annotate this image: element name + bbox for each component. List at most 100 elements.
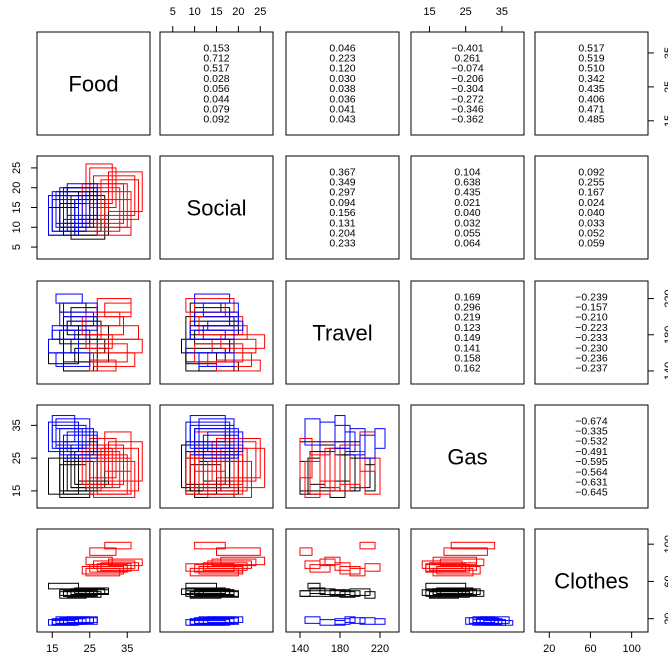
tick-label: 35 bbox=[496, 6, 508, 18]
observation-rect bbox=[81, 566, 124, 575]
observation-rect bbox=[189, 311, 239, 327]
tick-label: 15 bbox=[46, 643, 58, 655]
tick-label: 140 bbox=[291, 643, 309, 655]
correlation-value: −0.223 bbox=[575, 322, 608, 334]
observation-rect bbox=[207, 616, 244, 623]
y-axis-right-clothes: 20 60 100 bbox=[647, 535, 668, 625]
correlation-value: 0.435 bbox=[454, 187, 480, 199]
x-axis-bottom-food: 15 25 35 bbox=[46, 631, 133, 655]
correlation-value: 0.092 bbox=[203, 114, 229, 126]
observation-rect bbox=[198, 590, 239, 597]
correlation-value: −0.631 bbox=[575, 477, 608, 489]
tick-label: 5 bbox=[11, 244, 23, 250]
tick-label: 15 bbox=[11, 201, 23, 213]
observation-rect bbox=[364, 457, 381, 495]
observation-rect bbox=[63, 191, 98, 236]
observation-rect bbox=[319, 619, 336, 626]
observation-rect bbox=[349, 617, 366, 624]
observation-rect bbox=[194, 428, 231, 449]
correlation-value: −0.335 bbox=[575, 426, 608, 438]
tick-label: 35 bbox=[663, 47, 668, 59]
correlation-value: 0.255 bbox=[578, 177, 604, 189]
panel-frame bbox=[159, 155, 274, 260]
tick-label: 60 bbox=[663, 575, 668, 587]
observation-rect bbox=[185, 457, 235, 495]
tick-label: 10 bbox=[11, 221, 23, 233]
observation-rect bbox=[194, 447, 235, 498]
tick-label: 20 bbox=[663, 613, 668, 625]
observation-rect bbox=[81, 444, 124, 485]
correlation-value: 0.297 bbox=[329, 187, 355, 199]
panel-clothes-travel bbox=[285, 528, 400, 633]
correlation-value: 0.064 bbox=[454, 238, 480, 250]
panel-food-food: Food bbox=[36, 31, 151, 136]
observation-rect bbox=[194, 293, 231, 304]
tick-label: 180 bbox=[331, 643, 349, 655]
observation-rect bbox=[207, 320, 244, 331]
observation-rect bbox=[78, 589, 109, 595]
observation-rect bbox=[185, 582, 217, 590]
panel-frame bbox=[36, 31, 151, 136]
correlation-value: −0.157 bbox=[575, 302, 608, 314]
observation-rect bbox=[198, 566, 244, 575]
observation-rect bbox=[48, 582, 79, 590]
tick-label: 20 bbox=[543, 643, 555, 655]
observation-rect bbox=[100, 325, 139, 340]
panel-clothes-clothes: Clothes bbox=[534, 528, 649, 633]
observation-rect bbox=[472, 616, 496, 623]
axes: 15 25 35 5 10 15 20 25 140 180 220 15 25 35 20 60 100 15 2… bbox=[11, 6, 668, 655]
panel-frame bbox=[285, 528, 400, 633]
tick-label: 180 bbox=[663, 326, 668, 344]
panel-frame bbox=[410, 528, 525, 633]
correlation-value: 0.296 bbox=[454, 302, 480, 314]
observation-rect bbox=[66, 187, 102, 232]
correlation-value: 0.156 bbox=[329, 207, 355, 219]
observation-rect bbox=[55, 352, 91, 367]
observation-rect bbox=[85, 311, 121, 327]
correlation-value: 0.104 bbox=[454, 166, 480, 178]
correlation-value: 0.038 bbox=[329, 83, 355, 95]
tick-label: 35 bbox=[121, 643, 133, 655]
observation-rect bbox=[194, 329, 235, 345]
x-axis-top-gas: 15 25 35 bbox=[423, 6, 508, 33]
observation-rect bbox=[334, 589, 351, 595]
correlation-value: 0.120 bbox=[329, 63, 355, 75]
correlation-value: 0.233 bbox=[329, 238, 355, 250]
correlation-value: 0.040 bbox=[454, 207, 480, 219]
y-axis-right-travel: 140 180 220 bbox=[647, 289, 668, 380]
observation-rect bbox=[425, 582, 467, 590]
observation-rect bbox=[66, 320, 102, 336]
y-axis-left-gas: 15 25 35 bbox=[11, 419, 38, 497]
correlation-value: 0.028 bbox=[203, 73, 229, 85]
observation-rect bbox=[85, 556, 113, 566]
observation-rect bbox=[436, 566, 481, 575]
panel-frame bbox=[285, 155, 400, 260]
panel-frame bbox=[534, 404, 649, 509]
y-axis-left-social: 5 10 15 20 25 bbox=[11, 162, 38, 250]
variable-label-clothes: Clothes bbox=[554, 569, 629, 594]
observation-rect bbox=[374, 428, 386, 449]
tick-label: 20 bbox=[232, 6, 244, 18]
observation-rect bbox=[364, 591, 376, 599]
correlation-value: 0.141 bbox=[454, 342, 480, 354]
observation-rect bbox=[299, 547, 313, 556]
tick-label: 140 bbox=[663, 362, 668, 380]
correlation-value: 0.123 bbox=[454, 322, 480, 334]
observation-rect bbox=[185, 451, 226, 485]
tick-label: 100 bbox=[622, 643, 640, 655]
observation-rect bbox=[63, 302, 98, 318]
x-axis-bottom-travel: 140 180 220 bbox=[291, 631, 389, 655]
correlation-value: 0.167 bbox=[578, 187, 604, 199]
observation-rect bbox=[349, 451, 366, 489]
panel-gas-gas: Gas bbox=[410, 404, 525, 509]
observation-rect bbox=[304, 616, 321, 624]
panel-travel-social bbox=[159, 280, 274, 385]
correlation-value: −0.210 bbox=[575, 312, 608, 324]
correlation-value: 0.131 bbox=[329, 217, 355, 229]
x-axis-bottom-clothes: 20 60 100 bbox=[543, 631, 641, 655]
observation-rect bbox=[364, 563, 381, 572]
